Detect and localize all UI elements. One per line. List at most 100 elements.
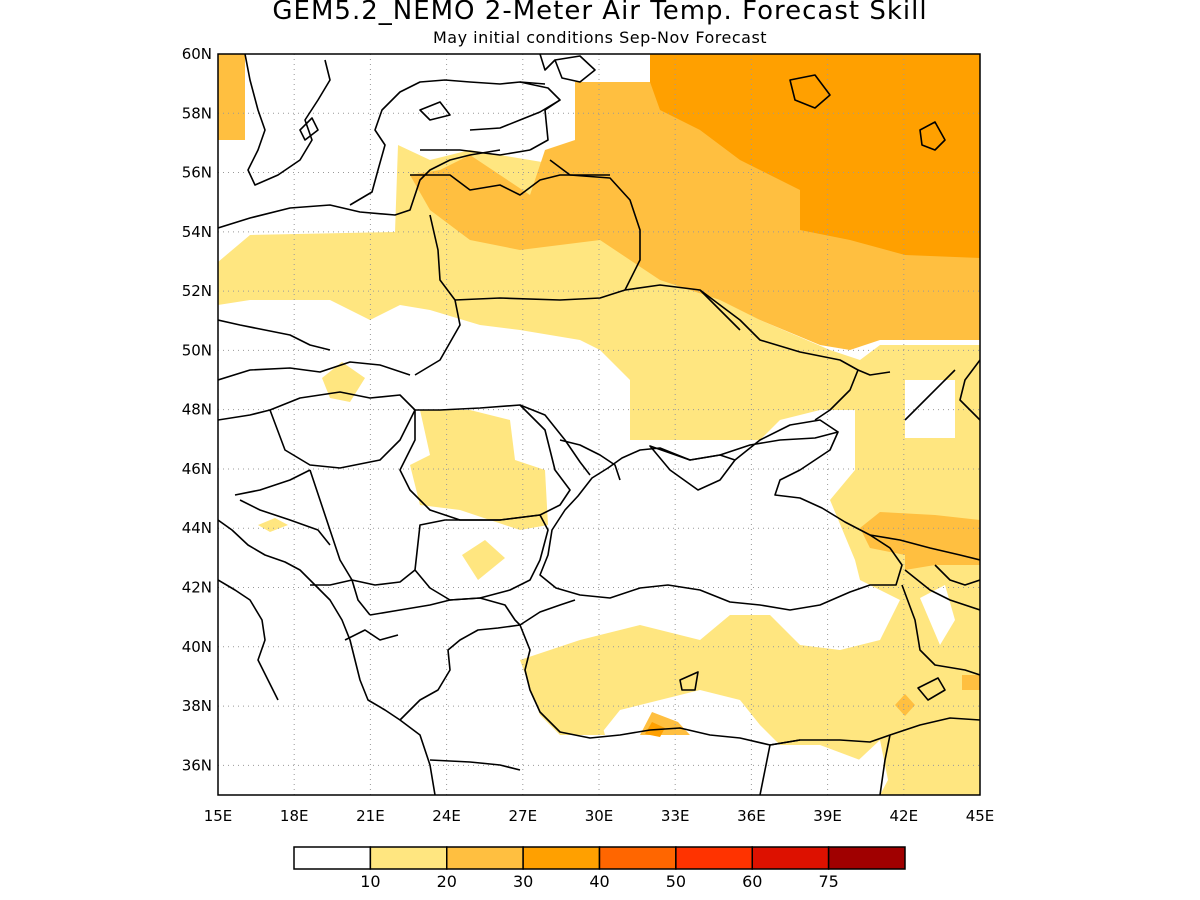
border-serbia xyxy=(309,469,416,586)
colorbar-label: 30 xyxy=(513,872,533,891)
lon-tick-label: 33E xyxy=(661,807,690,825)
skill-region-20-30-caucasus xyxy=(860,512,980,570)
border-iraq xyxy=(879,734,891,795)
border-russia-azerbaijan xyxy=(934,564,980,586)
colorbar-label: 60 xyxy=(742,872,762,891)
lat-tick-label: 36N xyxy=(182,756,212,774)
lat-tick-label: 42N xyxy=(182,579,212,597)
lon-tick-label: 27E xyxy=(509,807,538,825)
lat-tick-label: 50N xyxy=(182,341,212,359)
border-romania xyxy=(399,404,571,521)
border-ukraine-moldova xyxy=(519,404,591,476)
border-greece-turkey xyxy=(449,597,521,626)
coastline-volga-reservoir xyxy=(904,369,956,421)
skill-region-10-20-bulgaria xyxy=(462,540,505,580)
lat-tick-label: 46N xyxy=(182,460,212,478)
coastline-rybinsk xyxy=(789,74,831,109)
colorbar-swatch xyxy=(446,846,524,870)
coastline-gotland xyxy=(299,117,319,141)
colorbar-label: 40 xyxy=(589,872,609,891)
skill-region-20-30-ararat xyxy=(895,694,915,716)
border-slovakia-czech xyxy=(218,361,411,381)
coastline-aegean xyxy=(399,599,576,721)
coastline-black-sea xyxy=(539,431,903,611)
lon-tick-label: 45E xyxy=(966,807,995,825)
coastline-gulf-finland xyxy=(469,81,561,131)
border-syria xyxy=(769,717,980,746)
coastline-turkey-west xyxy=(519,624,801,746)
skill-region-10-20-carpathian xyxy=(410,410,548,530)
lat-tick-label: 38N xyxy=(182,697,212,715)
border-balkans-west xyxy=(234,469,311,496)
skill-hole-finland xyxy=(545,80,575,140)
skill-region-20-30-east-turkey xyxy=(962,675,980,690)
skill-region-10-20-balkans xyxy=(258,518,288,532)
lon-tick-label: 18E xyxy=(280,807,309,825)
map-title: GEM5.2_NEMO 2-Meter Air Temp. Forecast S… xyxy=(272,0,928,26)
skill-region-30-40-moscow xyxy=(650,54,980,258)
latitude-tick-labels: 36N 38N 40N 42N 44N 46N 48N 50N 52N 54N 56N 58N 60N xyxy=(182,45,212,774)
border-moldova xyxy=(559,439,621,481)
coastline-crete xyxy=(429,759,521,771)
border-russia-ukraine xyxy=(699,289,859,421)
longitude-tick-labels: 15E 18E 21E 24E 27E 30E 33E 36E 39E 42E 45E xyxy=(204,807,995,825)
colorbar-swatch xyxy=(827,846,906,870)
coastline-saaremaa xyxy=(419,101,451,121)
coastline-sevan xyxy=(917,677,946,701)
colorbar-swatch xyxy=(522,846,601,870)
coastline-volga-north xyxy=(919,121,946,151)
lat-tick-label: 48N xyxy=(182,401,212,419)
lon-tick-label: 24E xyxy=(432,807,461,825)
skill-hole-anatolia-east xyxy=(920,585,955,645)
lon-tick-label: 21E xyxy=(356,807,385,825)
border-turkey-east xyxy=(901,584,980,676)
lat-tick-label: 44N xyxy=(182,519,212,537)
coastline-ladoga xyxy=(554,55,596,83)
skill-region-10-20-hungary xyxy=(322,362,365,402)
coastline-crimea xyxy=(649,445,736,491)
border-austria xyxy=(218,409,271,421)
border-baltics xyxy=(410,174,610,196)
coastline-italy xyxy=(218,579,279,701)
border-finland-russia xyxy=(539,54,556,71)
colorbar-label: 10 xyxy=(360,872,380,891)
border-russia-estonia xyxy=(529,99,561,151)
lon-tick-label: 36E xyxy=(737,807,766,825)
border-greece-albania xyxy=(344,629,399,641)
map-subtitle: May initial conditions Sep-Nov Forecast xyxy=(432,28,768,47)
lon-tick-label: 30E xyxy=(585,807,614,825)
border-hungary xyxy=(269,391,416,469)
coastline-cyprus xyxy=(679,671,699,691)
skill-hole-anatolia-southeast xyxy=(848,740,888,795)
border-bosnia xyxy=(239,499,331,546)
border-latvia-lithuania xyxy=(420,149,531,156)
coastline-adriatic xyxy=(218,519,436,795)
border-montenegro xyxy=(310,579,371,616)
colorbar-swatch xyxy=(369,846,448,870)
colorbar: 10 20 30 40 50 60 75 xyxy=(293,846,906,891)
coastline-baltic-south xyxy=(218,149,501,229)
border-israel xyxy=(759,744,771,795)
colorbar-swatch xyxy=(293,846,372,870)
border-armenia xyxy=(904,569,980,611)
lon-tick-label: 39E xyxy=(813,807,842,825)
lon-tick-label: 42E xyxy=(890,807,919,825)
map-frame xyxy=(217,53,981,796)
coastline-caspian xyxy=(959,359,980,421)
colorbar-swatch xyxy=(675,846,753,870)
skill-region-20-30-northwest xyxy=(218,54,245,140)
coastline-sweden xyxy=(244,54,331,186)
lat-tick-label: 60N xyxy=(182,45,212,63)
coastlines-and-borders xyxy=(218,54,980,795)
colorbar-label: 75 xyxy=(818,872,838,891)
skill-region-10-20-turkey-south xyxy=(585,712,605,735)
colorbar-label: 50 xyxy=(666,872,686,891)
lat-tick-label: 40N xyxy=(182,638,212,656)
lat-tick-label: 56N xyxy=(182,164,212,182)
border-kazakhstan xyxy=(857,369,891,376)
colorbar-label: 20 xyxy=(437,872,457,891)
coastline-azov xyxy=(734,419,839,461)
border-macedonia xyxy=(369,599,451,616)
border-russia-belarus xyxy=(549,159,641,291)
